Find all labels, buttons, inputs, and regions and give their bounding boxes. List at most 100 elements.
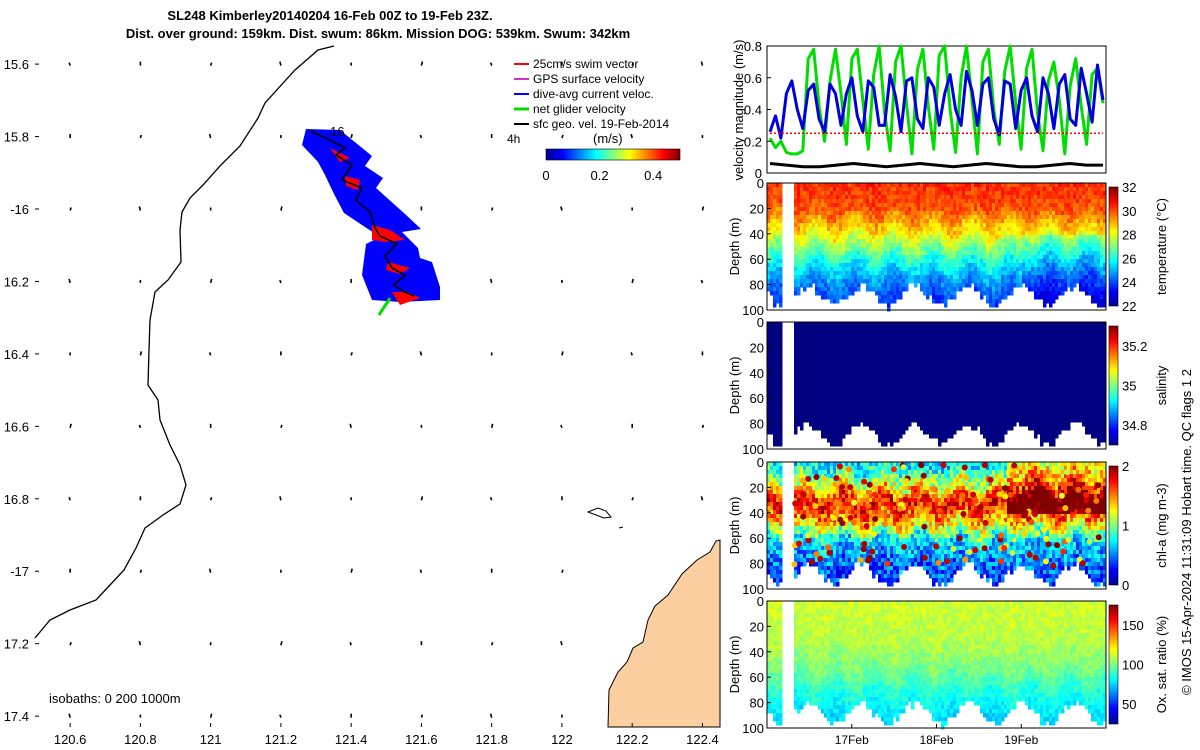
section-cell xyxy=(935,283,939,288)
map-xtick-label: 122 xyxy=(551,732,573,747)
section-cell xyxy=(1073,215,1077,220)
section-cell xyxy=(881,374,885,379)
section-cell xyxy=(1007,235,1011,240)
section-cell xyxy=(872,426,876,431)
section-cell xyxy=(836,203,840,208)
section-cell xyxy=(887,203,891,208)
section-cell xyxy=(800,223,804,228)
section-cell xyxy=(836,334,840,339)
section-cell xyxy=(1067,267,1071,272)
section-cell xyxy=(911,207,915,212)
section-cell xyxy=(932,191,936,196)
section-cell xyxy=(1100,279,1104,284)
section-cell xyxy=(974,251,978,256)
section-cell xyxy=(944,438,948,443)
section-cell xyxy=(923,251,927,256)
section-cell xyxy=(1022,199,1026,204)
section-cell xyxy=(824,358,828,363)
section-cell xyxy=(875,275,879,280)
section-cell xyxy=(863,255,867,260)
section-cell xyxy=(896,271,900,276)
section-cell xyxy=(908,223,912,228)
section-cell xyxy=(860,215,864,220)
section-cell xyxy=(872,195,876,200)
section-cell xyxy=(992,279,996,284)
section-cell xyxy=(854,195,858,200)
section-cell xyxy=(905,330,909,335)
section-cell xyxy=(947,338,951,343)
section-cell xyxy=(1055,275,1059,280)
section-cell xyxy=(890,418,894,423)
section-cell xyxy=(947,203,951,208)
section-cell xyxy=(809,422,813,427)
section-cell xyxy=(878,207,882,212)
section-cell xyxy=(917,215,921,220)
section-cell xyxy=(824,414,828,419)
section-cell xyxy=(923,283,927,288)
section-cell xyxy=(1097,295,1101,300)
section-cell xyxy=(938,243,942,248)
section-cell xyxy=(878,295,882,300)
section-cell xyxy=(809,223,813,228)
section-cell xyxy=(1052,263,1056,268)
section-cell xyxy=(911,394,915,399)
section-cell xyxy=(944,398,948,403)
section-cell xyxy=(887,295,891,300)
surface-velocity-arrow xyxy=(139,134,143,139)
section-cell xyxy=(1085,271,1089,276)
section-cell xyxy=(851,267,855,272)
section-cell xyxy=(950,374,954,379)
section-cell xyxy=(845,406,849,411)
section-cell xyxy=(1088,227,1092,232)
section-cell xyxy=(1094,291,1098,296)
section-cell xyxy=(1082,251,1086,256)
section-cell xyxy=(1007,199,1011,204)
section-cell xyxy=(797,394,801,399)
section-cell xyxy=(866,199,870,204)
section-cell xyxy=(851,410,855,415)
section-cell xyxy=(1091,223,1095,228)
section-cell xyxy=(920,354,924,359)
section-cell xyxy=(956,322,960,327)
section-cell xyxy=(878,382,882,387)
section-cell xyxy=(1028,287,1032,292)
section-cell xyxy=(878,422,882,427)
section-cell xyxy=(812,271,816,276)
section-cell xyxy=(884,334,888,339)
section-cell xyxy=(908,183,912,188)
section-cell xyxy=(1085,191,1089,196)
section-cell xyxy=(803,219,807,224)
section-cell xyxy=(962,223,966,228)
section-cell xyxy=(1097,231,1101,236)
section-cell xyxy=(860,251,864,256)
section-cell xyxy=(1067,247,1071,252)
section-cell xyxy=(980,223,984,228)
section-cell xyxy=(794,223,798,228)
section-cell xyxy=(794,358,798,363)
section-cell xyxy=(908,239,912,244)
section-cell xyxy=(887,438,891,443)
section-cell xyxy=(986,295,990,300)
section-cell xyxy=(875,398,879,403)
section-cell xyxy=(827,199,831,204)
section-cell xyxy=(1049,195,1053,200)
section-cell xyxy=(932,342,936,347)
section-cell xyxy=(941,243,945,248)
section-cell xyxy=(890,390,894,395)
section-cell xyxy=(800,211,804,216)
section-cell xyxy=(839,279,843,284)
section-cell xyxy=(920,338,924,343)
section-cell xyxy=(1043,287,1047,292)
section-cell xyxy=(827,430,831,435)
section-cell xyxy=(767,267,771,272)
section-cell xyxy=(803,259,807,264)
section-cell xyxy=(833,295,837,300)
section-cell xyxy=(1052,299,1056,304)
section-cell xyxy=(899,263,903,268)
section-cell xyxy=(1070,263,1074,268)
section-cell xyxy=(1022,279,1026,284)
section-cell xyxy=(878,239,882,244)
section-cell xyxy=(1001,235,1005,240)
section-cell xyxy=(1103,247,1107,252)
section-cell xyxy=(1004,275,1008,280)
